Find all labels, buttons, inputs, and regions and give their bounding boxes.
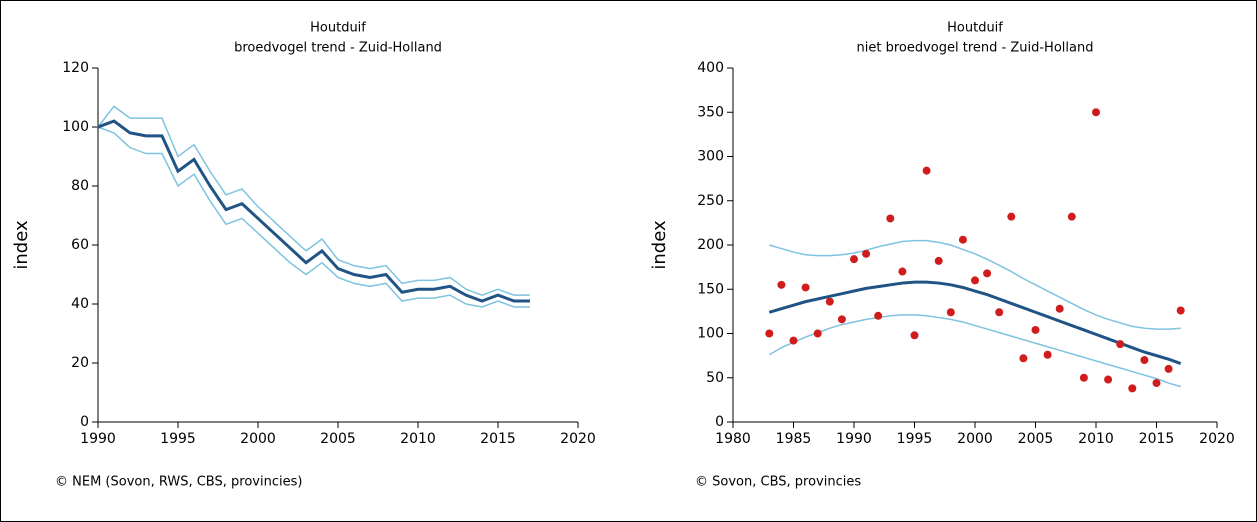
y-axis-label: index bbox=[649, 220, 670, 270]
data-point bbox=[886, 214, 895, 223]
data-point bbox=[813, 329, 822, 338]
y-tick-label: 0 bbox=[715, 414, 724, 430]
data-point bbox=[1176, 306, 1185, 315]
trend-line bbox=[768, 280, 1182, 365]
y-tick-label: 250 bbox=[697, 193, 724, 209]
data-point bbox=[1116, 340, 1125, 349]
x-tick-label: 2010 bbox=[1078, 431, 1114, 447]
x-tick-label: 2015 bbox=[1139, 431, 1175, 447]
data-point bbox=[1079, 373, 1088, 382]
data-point bbox=[1031, 325, 1040, 334]
data-point bbox=[874, 311, 883, 320]
data-point bbox=[862, 249, 871, 258]
y-tick-label: 80 bbox=[71, 178, 89, 194]
chart-title: Houtduif bbox=[310, 21, 366, 36]
y-tick-label: 400 bbox=[697, 60, 724, 76]
x-tick-label: 2010 bbox=[400, 431, 436, 447]
data-point bbox=[983, 269, 992, 278]
x-tick-label: 2005 bbox=[1018, 431, 1054, 447]
data-point bbox=[850, 255, 858, 264]
x-tick-label: 2020 bbox=[560, 431, 596, 447]
chart-subtitle: broedvogel trend - Zuid-Holland bbox=[234, 41, 442, 56]
x-tick-label: 2000 bbox=[957, 431, 993, 447]
y-tick-label: 300 bbox=[697, 149, 724, 165]
trend-line bbox=[97, 126, 530, 308]
data-point bbox=[995, 308, 1004, 317]
x-tick-label: 1985 bbox=[776, 431, 812, 447]
data-point bbox=[898, 267, 907, 276]
data-point bbox=[1092, 108, 1100, 117]
data-point bbox=[1164, 364, 1173, 373]
data-point bbox=[1019, 354, 1028, 363]
data-point bbox=[1128, 384, 1137, 393]
x-tick-label: 1980 bbox=[715, 431, 751, 447]
y-tick-label: 20 bbox=[71, 355, 89, 371]
data-point bbox=[777, 280, 786, 289]
chart-title: Houtduif bbox=[947, 21, 1003, 36]
y-tick-label: 0 bbox=[80, 414, 89, 430]
y-tick-label: 40 bbox=[71, 296, 89, 312]
y-tick-label: 120 bbox=[62, 60, 89, 76]
y-tick-label: 100 bbox=[697, 326, 724, 342]
y-axis-label: index bbox=[11, 220, 32, 270]
chart-subtitle: niet broedvogel trend - Zuid-Holland bbox=[857, 41, 1094, 56]
data-point bbox=[910, 331, 919, 340]
x-tick-label: 1990 bbox=[80, 431, 116, 447]
data-point bbox=[837, 315, 846, 324]
data-point bbox=[1152, 379, 1161, 388]
x-tick-label: 1990 bbox=[836, 431, 872, 447]
data-point bbox=[934, 256, 943, 265]
trend-line bbox=[769, 239, 1181, 330]
trend-line bbox=[97, 105, 530, 296]
y-tick-label: 350 bbox=[697, 104, 724, 120]
data-point bbox=[946, 308, 955, 317]
data-point bbox=[1055, 304, 1064, 313]
data-point bbox=[958, 235, 967, 244]
trend-line bbox=[97, 119, 530, 303]
data-point bbox=[922, 166, 931, 175]
y-tick-label: 50 bbox=[706, 370, 724, 386]
data-point bbox=[1140, 356, 1149, 365]
data-point bbox=[1067, 212, 1076, 221]
y-tick-label: 100 bbox=[62, 119, 89, 135]
x-tick-label: 2015 bbox=[480, 431, 516, 447]
data-point bbox=[1007, 212, 1016, 221]
x-tick-label: 1995 bbox=[160, 431, 196, 447]
x-tick-label: 2005 bbox=[320, 431, 356, 447]
data-point bbox=[1104, 375, 1113, 384]
trend-line bbox=[768, 314, 1181, 388]
data-point bbox=[1043, 350, 1052, 359]
data-point bbox=[825, 297, 834, 306]
data-point bbox=[971, 276, 979, 285]
y-tick-label: 60 bbox=[71, 237, 89, 253]
x-tick-label: 2020 bbox=[1199, 431, 1235, 447]
y-tick-label: 200 bbox=[697, 237, 724, 253]
x-tick-label: 1995 bbox=[897, 431, 933, 447]
data-point bbox=[765, 329, 774, 338]
x-tick-label: 2000 bbox=[240, 431, 276, 447]
data-point bbox=[789, 336, 798, 345]
y-tick-label: 150 bbox=[697, 281, 724, 297]
source-note: © Sovon, CBS, provincies bbox=[695, 475, 861, 490]
source-note: © NEM (Sovon, RWS, CBS, provincies) bbox=[55, 475, 302, 490]
data-point bbox=[801, 283, 810, 292]
